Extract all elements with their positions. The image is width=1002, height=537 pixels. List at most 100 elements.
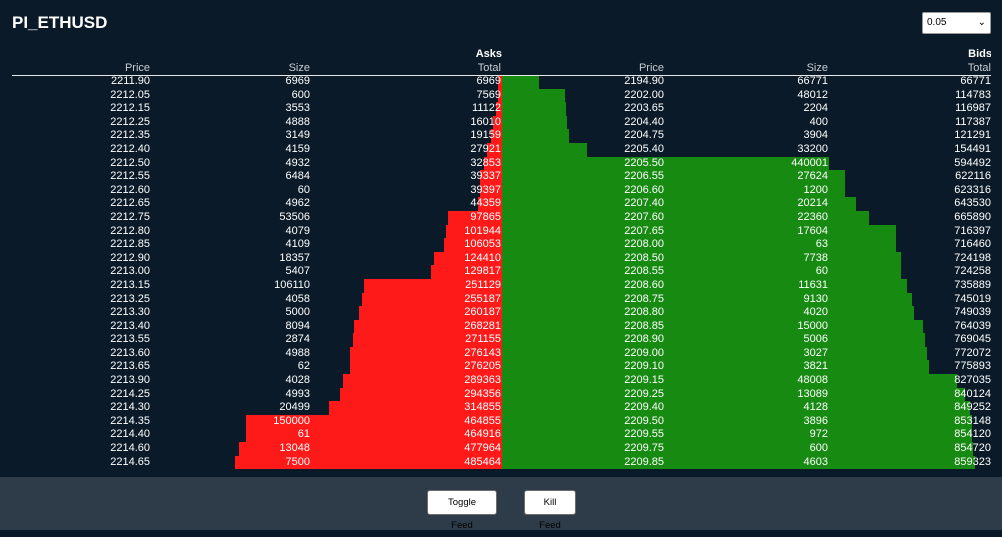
asks-cell-size: 5000 (285, 306, 310, 319)
asks-cell-total: 294356 (464, 387, 501, 400)
asks-cell-total: 464916 (464, 428, 501, 441)
bids-row: 2208.00 63 716460 (502, 238, 991, 252)
asks-cell-price: 2212.50 (110, 156, 150, 169)
bids-depth-bar (502, 319, 923, 334)
asks-depth-bar (361, 292, 502, 307)
bids-rows: 2194.90 66771 66771 2202.00 48012 114783 2203.… (502, 75, 991, 477)
asks-row: 2212.60 60 39397 (12, 183, 502, 198)
bids-row: 2208.80 4020 749039 (502, 306, 991, 320)
asks-cell-size: 61 (297, 428, 310, 441)
asks-cell-size: 2874 (285, 333, 310, 346)
asks-depth-bar (498, 75, 502, 89)
asks-cell-price: 2213.40 (110, 319, 150, 332)
asks-cell-size: 150000 (273, 414, 310, 427)
asks-cell-price: 2212.65 (110, 197, 150, 210)
asks-cell-size: 6969 (285, 75, 310, 87)
bids-depth-bar (502, 278, 908, 293)
bids-depth-bar (502, 115, 567, 130)
asks-cell-size: 62 (297, 360, 310, 373)
bids-cell-price: 2208.50 (624, 251, 664, 264)
bids-depth-bar (502, 401, 970, 415)
asks-cell-total: 39397 (470, 183, 501, 196)
bids-row: 2205.50 440001 594492 (502, 156, 991, 171)
bids-cell-price: 2208.75 (624, 292, 664, 305)
bids-cell-price: 2209.75 (624, 442, 664, 455)
asks-cell-size: 106110 (274, 278, 310, 291)
asks-cell-price: 2212.85 (110, 238, 150, 251)
bids-cell-price: 2209.00 (624, 346, 664, 359)
asks-cell-price: 2214.65 (110, 455, 150, 468)
asks-cell-size: 60 (297, 183, 310, 196)
bids-row: 2207.65 17604 716397 (502, 224, 991, 239)
asks-cell-total: 44359 (470, 197, 501, 210)
bids-cell-size: 3027 (803, 346, 828, 359)
bids-cell-price: 2205.40 (624, 142, 664, 155)
bids-cell-size: 3896 (803, 414, 828, 427)
asks-cell-size: 4888 (285, 115, 310, 128)
bids-depth-bar (502, 129, 569, 143)
grouping-select[interactable]: 0.05 ⌄ (922, 12, 991, 34)
asks-header-total: Total (477, 62, 501, 74)
asks-row: 2212.15 3553 11122 (12, 102, 502, 116)
asks-cell-price: 2212.75 (110, 210, 150, 223)
bids-cell-size: 600 (809, 442, 828, 455)
asks-depth-bar (480, 170, 502, 184)
asks-cell-size: 4079 (285, 224, 310, 237)
asks-cell-size: 4962 (285, 197, 310, 210)
asks-row: 2214.60 13048 477964 (12, 442, 502, 456)
asks-cell-total: 124410 (464, 251, 501, 264)
asks-cell-size: 53506 (279, 210, 310, 223)
asks-depth-bar (328, 401, 502, 415)
asks-cell-size: 4109 (285, 238, 310, 251)
bids-header-size: Size (806, 62, 828, 74)
asks-row: 2214.35 150000 464855 (12, 414, 502, 429)
asks-row: 2214.65 7500 485464 (12, 455, 502, 470)
asks-row: 2212.50 4932 32853 (12, 156, 502, 171)
bids-cell-size: 20214 (797, 197, 828, 210)
footer: Toggle Feed Kill Feed (0, 477, 1002, 531)
bids-cell-price: 2209.10 (624, 360, 664, 373)
asks-cell-total: 6969 (476, 75, 501, 87)
bids-cell-size: 17604 (797, 224, 828, 237)
asks-row: 2213.55 2874 271155 (12, 333, 502, 347)
asks-depth-bar (246, 414, 502, 429)
asks-row: 2212.65 4962 44359 (12, 197, 502, 211)
bids-row: 2204.75 3904 121291 (502, 129, 991, 143)
bids-depth-bar (502, 210, 869, 225)
asks-cell-price: 2213.55 (110, 333, 150, 346)
bids-depth-bar (502, 387, 965, 402)
bids-cell-size: 5006 (803, 333, 828, 346)
asks-row: 2213.60 4988 276143 (12, 346, 502, 361)
asks-cell-size: 4993 (285, 387, 310, 400)
bids-row: 2205.40 33200 154491 (502, 142, 991, 157)
bids-cell-total: 772072 (954, 346, 991, 359)
asks-depth-bar (349, 346, 502, 361)
bids-depth-bar (502, 360, 930, 375)
grouping-select-value: 0.05 (927, 17, 947, 28)
bids-cell-size: 7738 (803, 251, 828, 264)
toggle-feed-button[interactable]: Toggle Feed (427, 490, 497, 531)
bids-cell-price: 2209.55 (624, 428, 664, 441)
kill-feed-button[interactable]: Kill Feed (524, 490, 576, 531)
bids-cell-size: 48012 (797, 88, 828, 101)
asks-cell-size: 6484 (285, 170, 310, 183)
bids-row: 2208.55 60 724258 (502, 265, 991, 279)
bids-cell-price: 2204.40 (624, 115, 664, 128)
bids-depth-bar (502, 333, 926, 347)
asks-cell-total: 251129 (465, 278, 501, 291)
bids-cell-total: 764039 (954, 319, 991, 332)
bids-depth-bar (502, 170, 845, 184)
asks-cell-total: 289363 (464, 374, 501, 387)
asks-cell-total: 276205 (464, 360, 501, 373)
bids-row: 2209.75 600 854720 (502, 442, 991, 456)
bids-cell-total: 840124 (954, 387, 991, 400)
bids-cell-price: 2209.15 (624, 374, 664, 387)
asks-header-size: Size (288, 62, 310, 74)
asks-cell-size: 18357 (279, 251, 310, 264)
asks-cell-size: 13048 (279, 442, 310, 455)
asks-cell-price: 2213.00 (110, 265, 150, 278)
bids-row: 2194.90 66771 66771 (502, 75, 991, 89)
asks-depth-bar (339, 387, 502, 402)
bids-cell-total: 745019 (954, 292, 991, 305)
bids-cell-total: 775893 (954, 360, 991, 373)
